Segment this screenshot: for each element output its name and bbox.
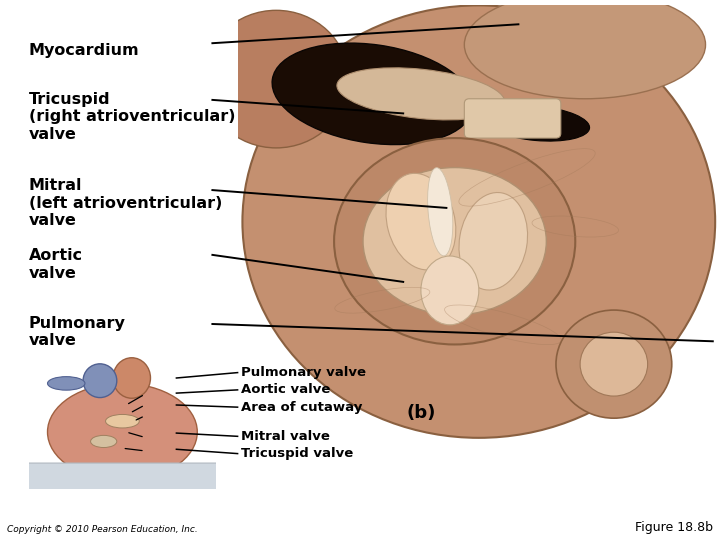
- Text: Area of cutaway: Area of cutaway: [241, 401, 363, 414]
- Ellipse shape: [464, 0, 706, 99]
- Ellipse shape: [48, 383, 197, 481]
- Ellipse shape: [334, 138, 575, 345]
- Text: Mitral
(left atrioventricular)
valve: Mitral (left atrioventricular) valve: [29, 178, 222, 228]
- Text: Figure 18.8b: Figure 18.8b: [635, 521, 713, 534]
- Text: Pulmonary valve: Pulmonary valve: [241, 366, 366, 379]
- Ellipse shape: [48, 377, 85, 390]
- Ellipse shape: [459, 193, 528, 290]
- Ellipse shape: [243, 5, 715, 438]
- Ellipse shape: [113, 357, 150, 399]
- Text: Myocardium: Myocardium: [29, 43, 140, 58]
- Ellipse shape: [428, 168, 453, 256]
- Ellipse shape: [580, 332, 648, 396]
- Ellipse shape: [386, 173, 456, 270]
- Ellipse shape: [106, 415, 139, 428]
- Ellipse shape: [272, 43, 473, 145]
- FancyBboxPatch shape: [16, 463, 229, 498]
- Text: Aortic valve: Aortic valve: [241, 383, 330, 396]
- Ellipse shape: [91, 435, 117, 448]
- Text: Mitral valve: Mitral valve: [241, 430, 330, 443]
- Text: (b): (b): [407, 404, 436, 422]
- Text: Tricuspid valve: Tricuspid valve: [241, 447, 354, 460]
- Text: Copyright © 2010 Pearson Education, Inc.: Copyright © 2010 Pearson Education, Inc.: [7, 524, 198, 534]
- Text: Pulmonary
valve: Pulmonary valve: [29, 316, 126, 348]
- Ellipse shape: [363, 167, 546, 315]
- Ellipse shape: [83, 364, 117, 397]
- Ellipse shape: [484, 105, 590, 141]
- Ellipse shape: [337, 68, 505, 120]
- Ellipse shape: [204, 10, 348, 148]
- Ellipse shape: [421, 256, 479, 325]
- FancyBboxPatch shape: [464, 99, 561, 138]
- Ellipse shape: [556, 310, 672, 418]
- Text: Tricuspid
(right atrioventricular)
valve: Tricuspid (right atrioventricular) valve: [29, 92, 235, 141]
- Text: Aortic
valve: Aortic valve: [29, 248, 83, 281]
